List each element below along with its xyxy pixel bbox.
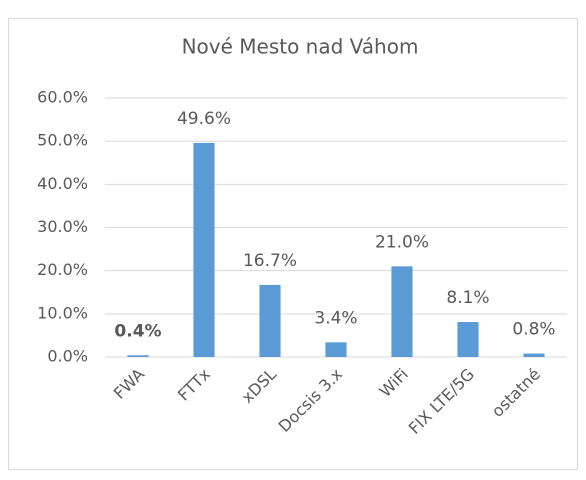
bar: [523, 353, 545, 357]
y-tick-label: 30.0%: [37, 217, 88, 236]
data-label: 0.4%: [114, 321, 161, 341]
data-label: 49.6%: [177, 109, 231, 129]
y-tick-label: 10.0%: [37, 303, 88, 322]
bar: [259, 284, 281, 357]
chart-title: Nové Mesto nad Váhom: [182, 35, 419, 59]
data-label: 16.7%: [243, 251, 297, 271]
data-label: 3.4%: [314, 308, 357, 328]
bar: [325, 342, 347, 357]
y-tick-label: 50.0%: [37, 131, 88, 150]
y-tick-label: 0.0%: [47, 347, 88, 366]
data-label: 8.1%: [446, 288, 489, 308]
y-tick-label: 60.0%: [37, 88, 88, 107]
chart-frame: [8, 18, 578, 470]
y-tick-label: 20.0%: [37, 260, 88, 279]
bar: [457, 322, 479, 357]
bar: [127, 355, 149, 357]
bar: [391, 266, 413, 357]
y-tick-label: 40.0%: [37, 174, 88, 193]
bar: [193, 142, 215, 357]
data-label: 0.8%: [512, 320, 555, 340]
data-label: 21.0%: [375, 232, 429, 252]
